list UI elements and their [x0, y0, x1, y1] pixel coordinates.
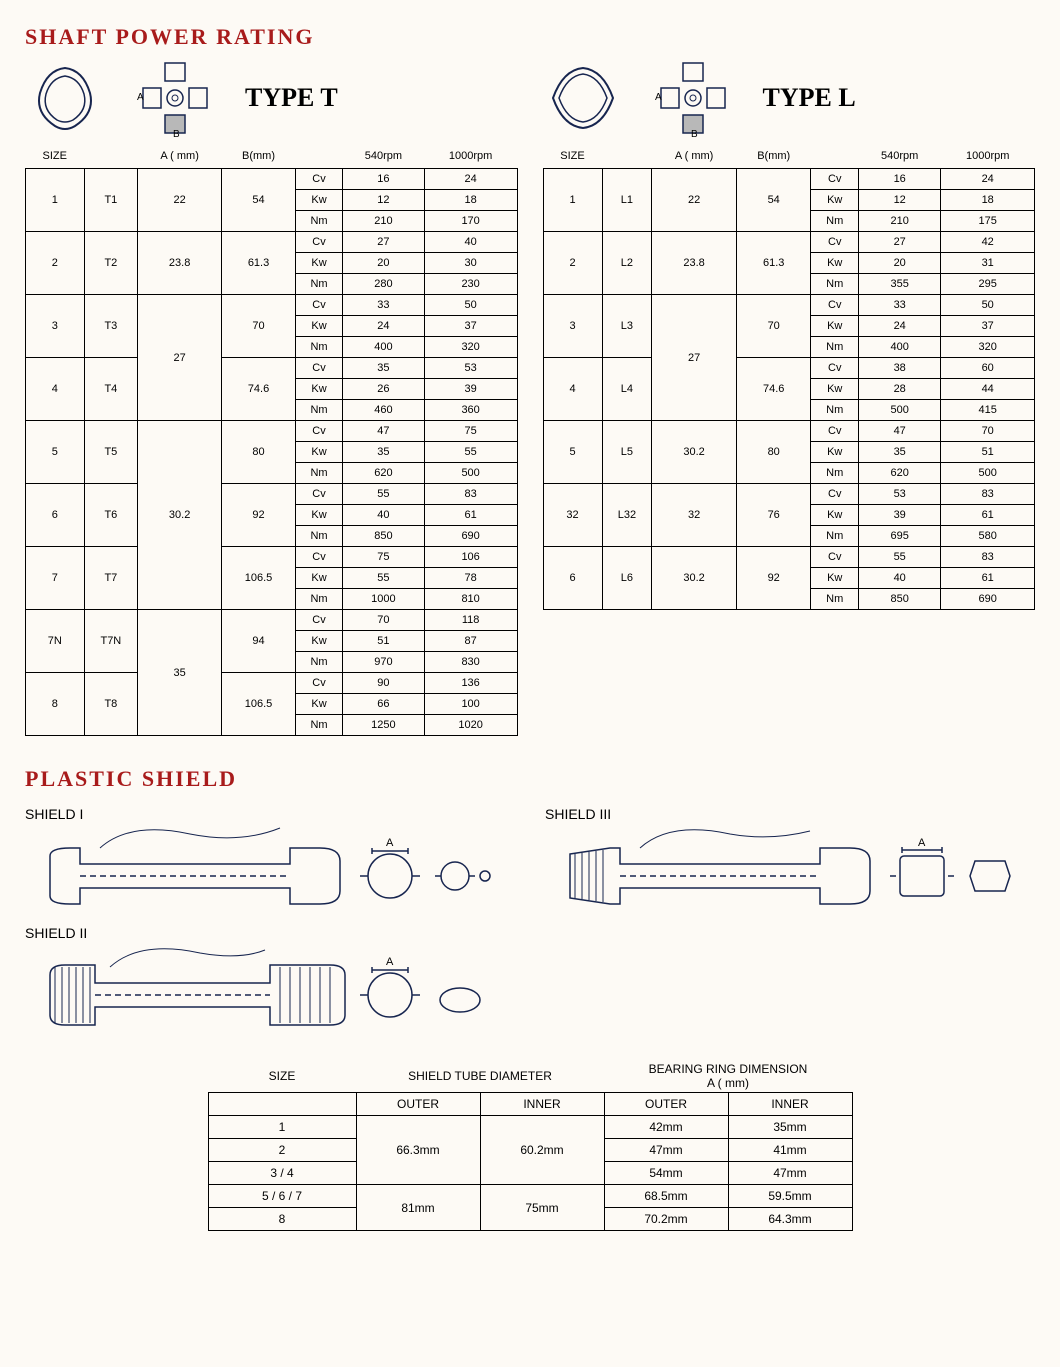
shield-3-label: SHIELD III: [545, 806, 1035, 822]
table-row: 1L12254Cv1624: [543, 169, 1035, 190]
table-row: 5T530.280Cv4775: [26, 421, 518, 442]
shield-size-header: SIZE: [208, 1060, 356, 1093]
table-row: 6T692Cv5583: [26, 484, 518, 505]
type-t-label: TYPE T: [245, 83, 338, 113]
type-t-block: A B TYPE T SIZE A ( mm)B(mm) 540rpm1000rpm…: [25, 58, 518, 736]
shield-3-icon: A: [545, 826, 1035, 916]
table-row: 3L32770Cv3350: [543, 295, 1035, 316]
type-l-table: SIZE A ( mm)B(mm) 540rpm1000rpm 1L12254Cv1…: [543, 146, 1036, 610]
shield-table: SIZE SHIELD TUBE DIAMETER BEARING RING D…: [208, 1060, 853, 1231]
plastic-shield-title: PLASTIC SHIELD: [25, 766, 1035, 792]
svg-text:A: A: [386, 956, 394, 968]
power-header: 540rpm: [343, 146, 425, 169]
power-header: SIZE: [26, 146, 85, 169]
table-row: 5 / 6 / 781mm75mm68.5mm59.5mm: [208, 1185, 852, 1208]
inner-label: INNER: [480, 1093, 604, 1116]
inner-label: INNER: [728, 1093, 852, 1116]
table-row: 4T474.6Cv3553: [26, 358, 518, 379]
triangle-profile-icon: [25, 58, 105, 138]
shield-ring-header: BEARING RING DIMENSION A ( mm): [604, 1060, 852, 1093]
table-row: 8T8106.5Cv90136: [26, 673, 518, 694]
shield-2-icon: A: [25, 945, 515, 1035]
power-header: [84, 146, 138, 169]
power-header: [602, 146, 652, 169]
svg-text:A: A: [137, 92, 144, 103]
outer-label: OUTER: [356, 1093, 480, 1116]
shield-tube-header: SHIELD TUBE DIAMETER: [356, 1060, 604, 1093]
table-row: 1T12254Cv1624: [26, 169, 518, 190]
type-t-table: SIZE A ( mm)B(mm) 540rpm1000rpm 1T12254Cv1…: [25, 146, 518, 736]
table-row: 5L530.280Cv4770: [543, 421, 1035, 442]
table-row: 7T7106.5Cv75106: [26, 547, 518, 568]
table-row: 166.3mm60.2mm42mm35mm: [208, 1116, 852, 1139]
table-row: 3T32770Cv3350: [26, 295, 518, 316]
power-header: B(mm): [222, 146, 296, 169]
shield-1-icon: A: [25, 826, 515, 916]
power-header: [295, 146, 342, 169]
svg-text:B: B: [691, 129, 698, 138]
table-row: 2T223.861.3Cv2740: [26, 232, 518, 253]
power-header: 1000rpm: [424, 146, 517, 169]
power-header: B(mm): [736, 146, 811, 169]
cross-joint-icon: A B: [653, 58, 733, 138]
table-row: 7NT7N3594Cv70118: [26, 610, 518, 631]
power-header: SIZE: [543, 146, 602, 169]
power-header: A ( mm): [138, 146, 222, 169]
shaft-power-title: SHAFT POWER RATING: [25, 24, 1035, 50]
shield-2-label: SHIELD II: [25, 925, 515, 941]
shield-1-label: SHIELD I: [25, 806, 515, 822]
table-row: 2L223.861.3Cv2742: [543, 232, 1035, 253]
table-row: 6L630.292Cv5583: [543, 547, 1035, 568]
outer-label: OUTER: [604, 1093, 728, 1116]
power-header: [811, 146, 859, 169]
svg-text:A: A: [386, 837, 394, 849]
svg-text:A: A: [655, 92, 662, 103]
type-l-label: TYPE L: [763, 83, 856, 113]
power-header: 1000rpm: [941, 146, 1035, 169]
table-row: 4L474.6Cv3860: [543, 358, 1035, 379]
shield-diagrams: SHIELD I A SHIELD II: [25, 802, 1035, 1040]
power-header: A ( mm): [652, 146, 737, 169]
lemon-profile-icon: [543, 58, 623, 138]
table-row: 32L323276Cv5383: [543, 484, 1035, 505]
power-header: 540rpm: [858, 146, 940, 169]
cross-joint-icon: A B: [135, 58, 215, 138]
svg-text:B: B: [173, 129, 180, 138]
type-l-block: A B TYPE L SIZE A ( mm)B(mm) 540rpm1000rpm…: [543, 58, 1036, 610]
svg-text:A: A: [918, 837, 926, 849]
power-rating-row: A B TYPE T SIZEA ( mm)B(mm)540rpm1000rpm…: [25, 58, 1035, 736]
